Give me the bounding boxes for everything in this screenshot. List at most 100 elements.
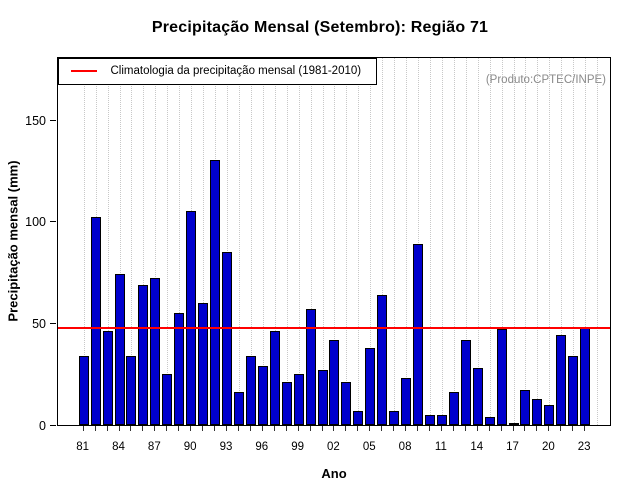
bar-1981 (78, 355, 89, 425)
plot-area: Climatologia da precipitação mensal (198… (57, 57, 611, 426)
gridline (418, 58, 420, 425)
gridline (322, 58, 324, 425)
x-tick (297, 426, 299, 431)
x-tick (524, 426, 526, 431)
x-tick (428, 426, 430, 431)
gridline (298, 58, 300, 425)
bar-2014 (472, 368, 483, 425)
x-tick (142, 426, 144, 431)
x-tick (82, 426, 84, 431)
gridline (226, 58, 228, 425)
bar-1982 (90, 217, 101, 425)
bar-1998 (281, 382, 292, 425)
gridline (441, 58, 443, 425)
x-tick (512, 426, 514, 431)
gridline (382, 58, 384, 425)
x-tick-label: 17 (506, 441, 519, 453)
x-tick-label: 87 (147, 441, 161, 453)
legend: Climatologia da precipitação mensal (198… (57, 57, 377, 85)
x-tick (369, 426, 371, 431)
x-tick (237, 426, 239, 431)
x-tick (393, 426, 395, 431)
gridline (561, 58, 563, 425)
x-tick-label: 02 (327, 441, 340, 453)
gridline (107, 58, 109, 425)
x-tick (94, 426, 96, 431)
gridline (310, 58, 312, 425)
bar-2007 (389, 410, 400, 425)
x-tick-label: 20 (541, 441, 555, 453)
x-tick (476, 426, 478, 431)
y-tick (50, 323, 56, 325)
bar-2009 (413, 243, 424, 425)
gridline (286, 58, 288, 425)
x-tick-label: 93 (219, 441, 233, 453)
gridline (346, 58, 348, 425)
bar-2020 (544, 404, 555, 425)
gridline (573, 58, 575, 425)
x-tick (572, 426, 574, 431)
x-tick-label: 08 (398, 441, 412, 453)
bar-1987 (150, 278, 161, 425)
x-tick (249, 426, 251, 431)
bar-1994 (233, 392, 244, 425)
bar-1991 (198, 302, 209, 425)
x-tick (225, 426, 227, 431)
gridline (525, 58, 527, 425)
gridline (585, 58, 587, 425)
bar-2021 (556, 335, 567, 425)
x-tick (464, 426, 466, 431)
x-tick-label: 11 (434, 441, 447, 453)
x-tick (488, 426, 490, 431)
gridline (477, 58, 479, 425)
bar-1986 (138, 284, 149, 425)
page-title: Precipitação Mensal (Setembro): Região 7… (151, 19, 489, 36)
bar-2012 (448, 392, 459, 425)
y-tick-label: 150 (25, 113, 46, 128)
gridline (167, 58, 169, 425)
x-tick-label: 14 (470, 441, 484, 453)
x-tick (405, 426, 407, 431)
gridline (501, 58, 503, 425)
gridline (370, 58, 372, 425)
watermark-label: (Produto:CPTEC/INPE) (485, 74, 606, 86)
gridline (179, 58, 181, 425)
x-tick (345, 426, 347, 431)
bar-2001 (317, 370, 328, 425)
legend-line-icon (70, 70, 97, 72)
bar-2005 (365, 347, 376, 425)
bar-2002 (329, 339, 340, 425)
y-tick-label: 100 (25, 215, 46, 230)
x-tick (560, 426, 562, 431)
bar-1992 (210, 160, 221, 425)
bar-2004 (353, 410, 364, 425)
y-tick-label: 50 (32, 317, 46, 332)
x-tick (321, 426, 323, 431)
x-tick (190, 426, 192, 431)
bar-1985 (126, 355, 137, 425)
bar-2013 (460, 339, 471, 425)
bar-2008 (401, 378, 412, 425)
y-tick-label: 0 (39, 419, 46, 433)
bar-1990 (186, 211, 197, 425)
gridline (537, 58, 539, 425)
gridline (119, 58, 121, 425)
bar-2017 (508, 422, 519, 425)
bar-2011 (436, 414, 447, 425)
x-tick-label: 05 (362, 441, 376, 453)
x-tick (548, 426, 550, 431)
x-tick (273, 426, 275, 431)
climatology-line (58, 327, 610, 330)
gridline (549, 58, 551, 425)
bar-1984 (114, 274, 125, 425)
gridline (262, 58, 264, 425)
bar-1997 (269, 331, 280, 425)
x-tick (154, 426, 156, 431)
x-tick-label: 99 (291, 441, 304, 453)
gridline (465, 58, 467, 425)
x-tick (202, 426, 204, 431)
gridline (406, 58, 408, 425)
x-tick (178, 426, 180, 431)
gridline (203, 58, 205, 425)
bar-2003 (341, 382, 352, 425)
